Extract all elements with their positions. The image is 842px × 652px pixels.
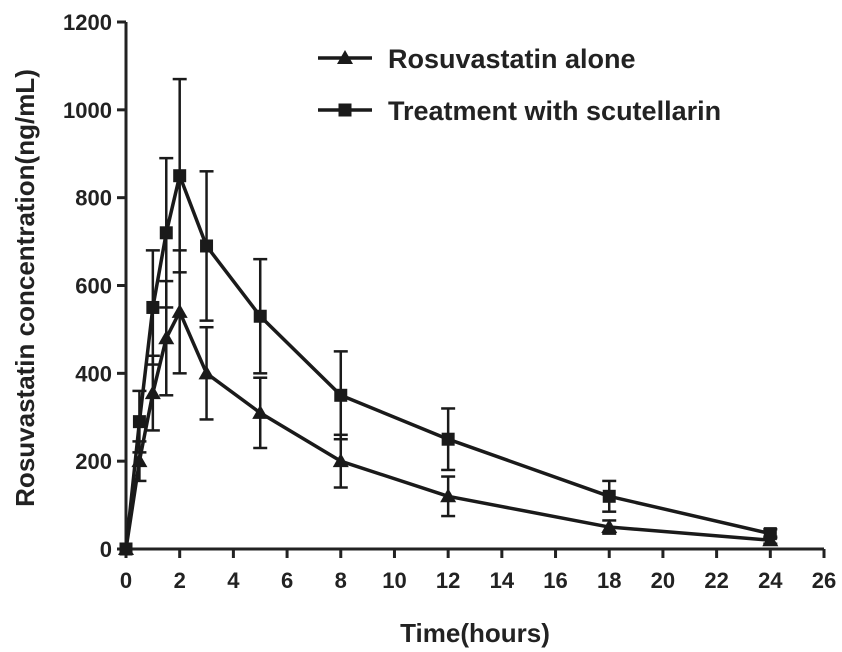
data-point <box>159 226 173 240</box>
x-tick-label: 18 <box>597 568 621 593</box>
x-axis-title: Time(hours) <box>400 618 550 648</box>
data-point <box>440 488 457 503</box>
y-tick-label: 600 <box>75 274 112 299</box>
legend-item: Treatment with scutellarin <box>318 96 721 126</box>
data-point <box>200 239 214 253</box>
data-point <box>253 309 267 323</box>
data-point <box>144 385 161 400</box>
y-tick-label: 0 <box>100 537 112 562</box>
data-point <box>601 519 618 534</box>
data-point <box>198 365 215 380</box>
data-point <box>173 169 187 183</box>
x-tick-label: 20 <box>651 568 675 593</box>
y-tick-label: 1200 <box>63 10 112 35</box>
series-1 <box>118 249 779 555</box>
legend-label: Rosuvastatin alone <box>388 44 636 74</box>
legend-marker <box>338 103 352 117</box>
data-point <box>171 303 188 318</box>
y-axis-title: Rosuvastatin concentration(ng/mL) <box>10 69 40 507</box>
data-point <box>158 330 175 345</box>
legend-item: Rosuvastatin alone <box>318 44 636 74</box>
x-tick-label: 24 <box>758 568 783 593</box>
x-tick-label: 26 <box>812 568 836 593</box>
data-point <box>146 300 160 314</box>
data-point <box>763 527 777 541</box>
x-tick-label: 10 <box>382 568 406 593</box>
data-point <box>132 415 146 429</box>
x-tick-label: 14 <box>490 568 515 593</box>
data-point <box>252 404 269 419</box>
data-point <box>334 388 348 402</box>
y-tick-label: 1000 <box>63 98 112 123</box>
legend-marker <box>337 50 353 64</box>
y-tick-label: 400 <box>75 361 112 386</box>
data-point <box>332 453 349 468</box>
x-tick-label: 16 <box>543 568 567 593</box>
x-tick-label: 6 <box>281 568 293 593</box>
y-tick-label: 800 <box>75 186 112 211</box>
x-tick-label: 0 <box>120 568 132 593</box>
x-tick-label: 22 <box>704 568 728 593</box>
legend: Rosuvastatin alone Treatment with scutell… <box>318 44 721 126</box>
data-point <box>119 542 133 556</box>
series-2 <box>119 77 778 556</box>
x-tick-label: 2 <box>174 568 186 593</box>
x-tick-label: 8 <box>335 568 347 593</box>
legend-label: Treatment with scutellarin <box>388 96 721 126</box>
y-tick-label: 200 <box>75 449 112 474</box>
data-point <box>441 432 455 446</box>
x-tick-label: 4 <box>227 568 240 593</box>
x-tick-label: 12 <box>436 568 460 593</box>
data-point <box>602 489 616 503</box>
series-group <box>118 77 779 556</box>
